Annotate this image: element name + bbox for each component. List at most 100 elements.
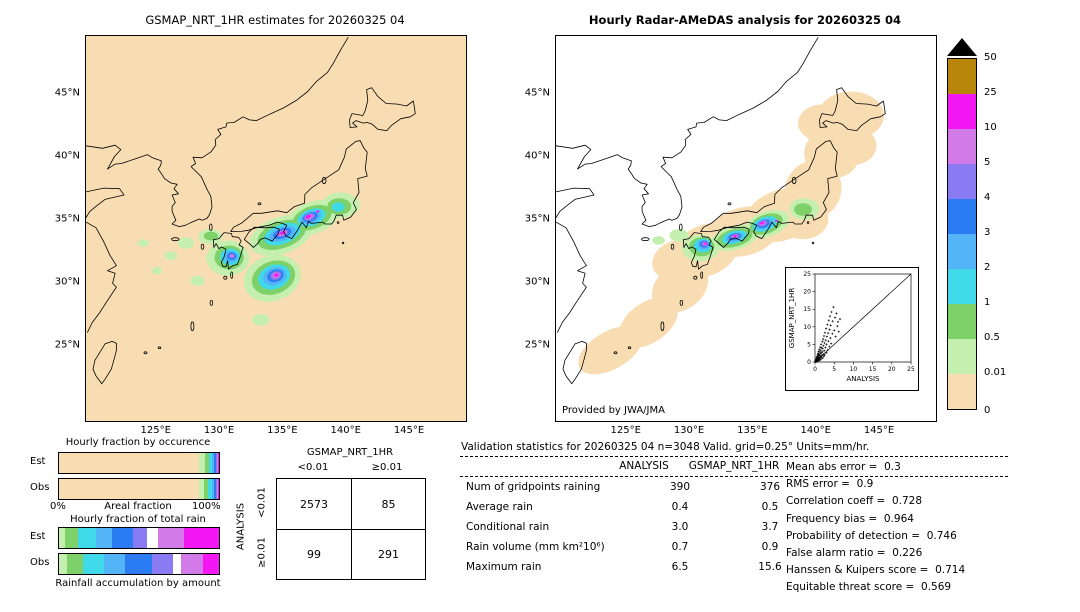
map-credit: Provided by JWA/JMA xyxy=(562,405,665,416)
inset-x-tick-label: 25 xyxy=(907,366,915,373)
lon-tick-label: 145°E xyxy=(863,425,895,436)
occurrence-bar-obs xyxy=(58,478,220,500)
one-to-one-line xyxy=(814,273,912,363)
occurrence-est-label: Est xyxy=(30,456,46,467)
bar-segment xyxy=(111,528,133,548)
stats-analysis-value: 6.5 xyxy=(671,561,689,573)
colorbar-segment: 10 xyxy=(948,122,997,164)
colorbar-tick-label: 1 xyxy=(984,297,991,308)
colorbar-tick-label: 0 xyxy=(984,405,991,416)
inset-xlabel: ANALYSIS xyxy=(846,375,880,383)
occurrence-title: Hourly fraction by occurence xyxy=(65,437,211,448)
lat-tick-label: 45°N xyxy=(524,87,550,99)
lon-tick-label: 145°E xyxy=(393,425,425,436)
bar-segment xyxy=(59,554,67,574)
areal-fraction-min-label: 0% xyxy=(50,501,66,512)
colorbar-tick-label: 0.5 xyxy=(984,332,1000,343)
colorbar-segment: 0.5 xyxy=(948,332,1000,374)
bar-segment xyxy=(214,479,217,499)
inset-x-tick-label: 10 xyxy=(850,366,858,373)
contingency-col-label-lt: <0.01 xyxy=(297,462,329,473)
lat-tick-label: 30°N xyxy=(524,276,550,288)
divider xyxy=(460,456,1008,457)
lat-tick-label: 30°N xyxy=(54,276,80,288)
stats-gsmap-value: 15.6 xyxy=(758,561,782,573)
bar-segment xyxy=(211,453,215,473)
stats-metric: Equitable threat score = 0.569 xyxy=(786,581,952,594)
bar-segment xyxy=(59,528,66,548)
colorbar-tick-label: 10 xyxy=(984,122,997,133)
stats-metric: Mean abs error = 0.3 xyxy=(786,461,901,473)
stats-row-label: Num of gridpoints raining xyxy=(466,481,601,493)
stats-gsmap-value: 376 xyxy=(759,481,781,493)
bar-segment xyxy=(183,528,219,548)
bar-segment xyxy=(103,554,125,574)
contingency-row-label-ge: ≥0.01 xyxy=(256,537,268,568)
colorbar-segment: 50 xyxy=(948,52,997,94)
bar-segment xyxy=(216,453,218,473)
colorbar-segment: 1 xyxy=(948,297,990,339)
bar-segment xyxy=(180,554,203,574)
occurrence-obs-label: Obs xyxy=(30,482,50,493)
contingency-cell-false-alarm: 85 xyxy=(351,479,425,529)
left-map-panel: 45°N 40°N 35°N 30°N 25°N 125°E 130°E 135°E 140°E… xyxy=(55,35,467,436)
contingency-row-group: ANALYSIS xyxy=(235,502,247,551)
colorbar-tick-label: 25 xyxy=(984,87,997,98)
colorbar-overflow-arrow-icon xyxy=(947,38,977,56)
bar-segment xyxy=(59,453,200,473)
inset-y-tick-label: 15 xyxy=(803,306,811,313)
occurrence-bar-est xyxy=(58,452,220,474)
rain-areas xyxy=(652,198,820,262)
bar-segment xyxy=(78,528,96,548)
inset-x-tick-label: 15 xyxy=(869,366,877,373)
inset-y-tick-label: 0 xyxy=(807,359,811,366)
bar-segment xyxy=(218,479,219,499)
bar-segment xyxy=(132,528,147,548)
lon-tick-label: 130°E xyxy=(673,425,705,436)
bar-segment xyxy=(151,554,173,574)
bar-segment xyxy=(208,479,212,499)
lat-tick-label: 40°N xyxy=(524,150,550,162)
stats-row-label: Conditional rain xyxy=(466,521,550,533)
bar-segment xyxy=(65,528,79,548)
lat-tick-label: 45°N xyxy=(54,87,80,99)
bar-segment xyxy=(67,554,83,574)
lon-tick-label: 125°E xyxy=(610,425,641,436)
inset-scatter-svg: 00 5 5 10 10 15 15 20 20 25 25 ANALYSIS GSMAP_NRT_1H… xyxy=(785,267,919,391)
totalrain-bar-est xyxy=(58,527,220,549)
left-map-svg xyxy=(86,36,466,421)
contingency-cell-hit: 291 xyxy=(351,529,425,579)
colorbar-tick-label: 3 xyxy=(984,227,991,238)
rain-areas xyxy=(137,192,360,326)
colorbar: 50 25 10 5 4 3 2 1 0.5 0.01 0 xyxy=(947,38,1006,416)
colorbar-segment: 4 xyxy=(948,192,990,234)
stats-analysis-value: 3.0 xyxy=(671,521,689,533)
contingency-cell-hit-none: 2573 xyxy=(300,497,328,511)
bar-segment xyxy=(83,554,104,574)
bar-segment xyxy=(214,453,217,473)
bar-segment xyxy=(217,453,219,473)
stats-gsmap-value: 0.5 xyxy=(761,501,779,513)
right-map-panel: Provided by JWA/JMA 0 0 5 5 10 10 15 15 20 20 25 25… xyxy=(525,35,937,436)
lon-tick-label: 140°E xyxy=(800,425,831,436)
lat-tick-label: 25°N xyxy=(524,339,550,351)
totalrain-title: Hourly fraction of total rain xyxy=(70,514,206,525)
bar-segment xyxy=(218,453,219,473)
inset-plot-frame xyxy=(814,273,912,363)
stats-metric: Probability of detection = 0.746 xyxy=(786,529,957,542)
stats-col-analysis: ANALYSIS xyxy=(619,460,669,472)
lon-tick-label: 130°E xyxy=(203,425,235,436)
stats-table: Num of gridpoints raining 390 376 Average r… xyxy=(466,481,822,581)
colorbar-segments: 50 25 10 5 4 3 2 1 0.5 0.01 0 xyxy=(947,52,1006,416)
coastlines xyxy=(86,37,416,385)
scatter-points xyxy=(814,306,842,363)
inset-frame xyxy=(785,267,919,391)
colorbar-tick-label: 50 xyxy=(984,52,997,63)
colorbar-tick-label: 4 xyxy=(984,192,991,203)
totalrain-est-label: Est xyxy=(30,531,46,542)
contingency-row-label-lt: <0.01 xyxy=(256,487,268,518)
bar-segment xyxy=(172,554,181,574)
colorbar-tick-label: 2 xyxy=(984,262,991,273)
lat-tick-label: 35°N xyxy=(54,213,80,225)
